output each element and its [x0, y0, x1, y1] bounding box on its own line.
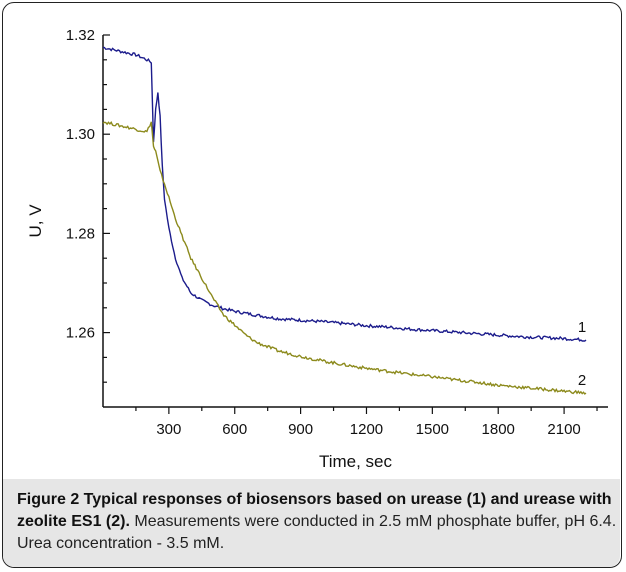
chart-axes — [102, 35, 608, 408]
chart-lines — [102, 46, 587, 395]
x-tick-label: 600 — [222, 421, 247, 438]
series-label-1: 1 — [578, 319, 586, 336]
caption-background — [3, 479, 620, 567]
x-axis-label: Time, sec — [319, 452, 393, 471]
y-tick-label: 1.30 — [66, 126, 95, 143]
y-axis-label: U, V — [26, 204, 45, 238]
chart-ticks — [103, 34, 598, 414]
y-tick-label: 1.26 — [66, 325, 95, 342]
figure-caption: Figure 2 Typical responses of biosensors… — [17, 489, 617, 555]
series-line-1 — [102, 46, 587, 342]
x-tick-label: 1800 — [482, 421, 515, 438]
x-tick-label: 900 — [288, 421, 313, 438]
x-tick-label: 2100 — [547, 421, 580, 438]
x-tick-label: 1500 — [416, 421, 449, 438]
x-tick-label: 300 — [156, 421, 181, 438]
x-tick-label: 1200 — [350, 421, 383, 438]
y-tick-label: 1.32 — [66, 27, 95, 44]
chart-labels: 300 600 900 1200 1500 1800 2100 1.26 1.28 1.30 1.3… — [26, 27, 586, 471]
series-line-2 — [102, 121, 587, 395]
figure-caption-title: Figure 2 Typical responses of biosensors… — [17, 491, 612, 530]
y-tick-label: 1.28 — [66, 225, 95, 242]
figure-caption-text: Measurements were conducted in 2.5 mM ph… — [17, 513, 617, 552]
line-chart: 300 600 900 1200 1500 1800 2100 1.26 1.28 1.30 1.3… — [26, 27, 608, 471]
series-label-2: 2 — [578, 372, 586, 389]
